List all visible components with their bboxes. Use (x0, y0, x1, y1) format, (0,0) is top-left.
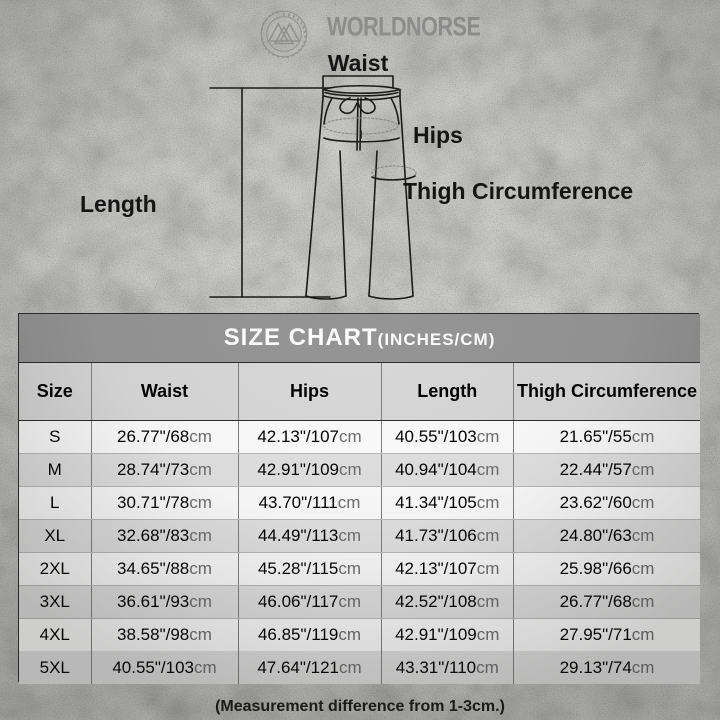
svg-text:Thigh Circumference: Thigh Circumference (403, 178, 633, 204)
svg-text:Hips: Hips (413, 122, 463, 148)
svg-text:Length: Length (80, 191, 157, 217)
svg-text:Waist: Waist (328, 50, 389, 76)
